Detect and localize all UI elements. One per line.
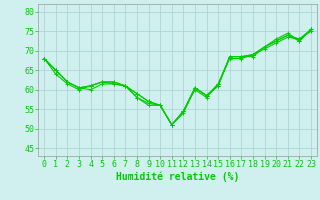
X-axis label: Humidité relative (%): Humidité relative (%) xyxy=(116,172,239,182)
